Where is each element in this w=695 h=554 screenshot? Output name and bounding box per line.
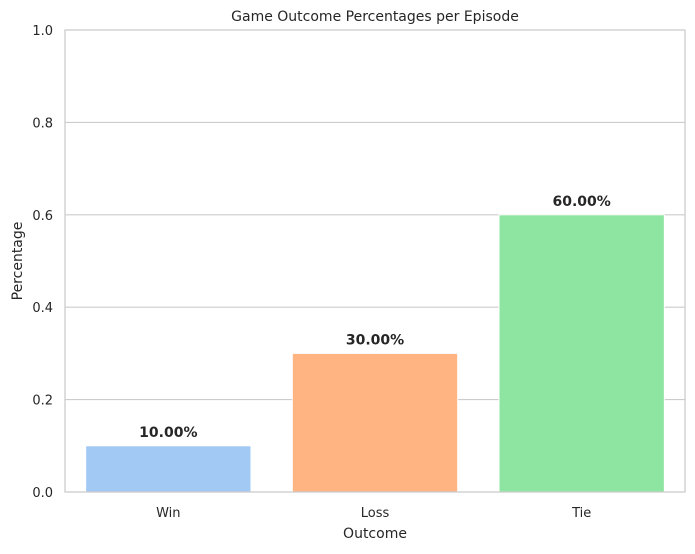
bar-win bbox=[85, 445, 252, 493]
y-tick-label: 0.4 bbox=[32, 301, 53, 316]
y-tick-label: 0.0 bbox=[32, 486, 53, 501]
x-tick-label: Loss bbox=[361, 506, 390, 521]
y-tick-label: 0.2 bbox=[32, 394, 53, 409]
bar-loss bbox=[291, 352, 459, 493]
x-axis-label: Outcome bbox=[343, 526, 407, 542]
bar-value-label: 10.00% bbox=[139, 425, 197, 441]
bar-value-label: 60.00% bbox=[553, 194, 611, 210]
plot-frame bbox=[64, 29, 686, 493]
bar-value-labels: 10.00% 30.00% 60.00% bbox=[139, 194, 611, 441]
bar-value-label: 30.00% bbox=[346, 332, 404, 348]
x-tick-label: Tie bbox=[571, 506, 591, 521]
chart-title: Game Outcome Percentages per Episode bbox=[231, 9, 519, 25]
bars bbox=[85, 214, 665, 493]
x-tick-label: Win bbox=[156, 506, 180, 521]
y-tick-label: 0.8 bbox=[32, 116, 53, 131]
y-axis-label: Percentage bbox=[10, 222, 26, 301]
y-tick-label: 1.0 bbox=[32, 24, 53, 39]
tick-labels: 0.0 0.2 0.4 0.6 0.8 1.0 Win Loss Tie bbox=[32, 24, 591, 521]
bar-tie bbox=[498, 214, 665, 493]
y-tick-label: 0.6 bbox=[32, 209, 53, 224]
